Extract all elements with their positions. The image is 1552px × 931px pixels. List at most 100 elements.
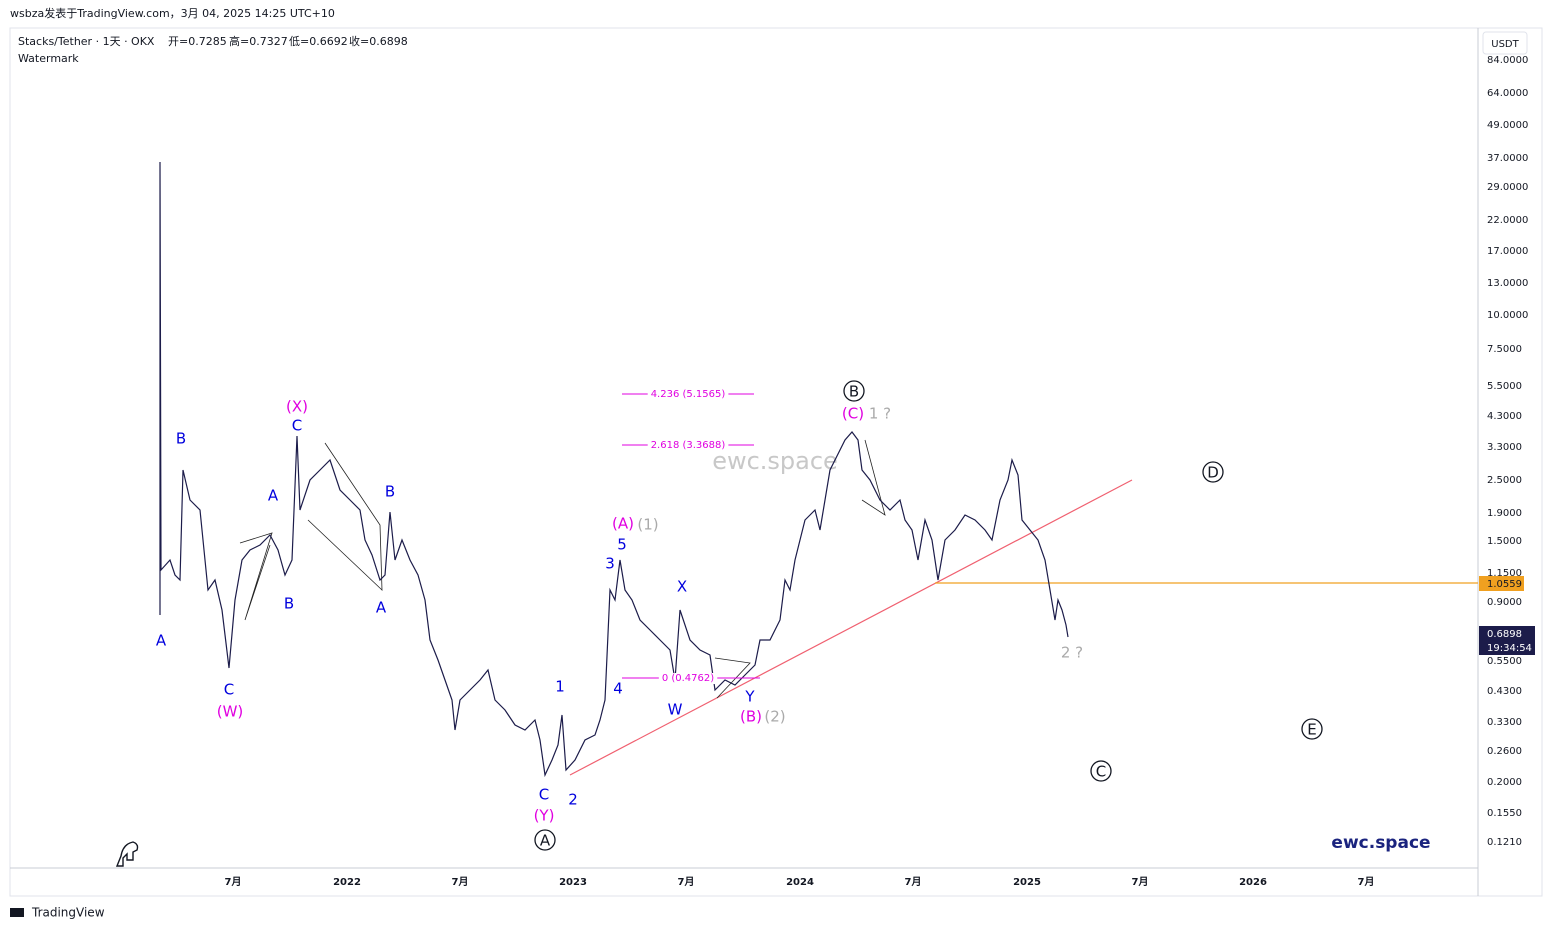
fib-label: 0 (0.4762) <box>662 673 714 684</box>
wave-label: A <box>540 832 551 850</box>
price-label: 10.0000 <box>1487 310 1528 321</box>
price-label: 5.5000 <box>1487 381 1522 392</box>
price-label: 22.0000 <box>1487 215 1528 226</box>
time-label: 2023 <box>559 877 587 888</box>
time-label: 7月 <box>452 876 469 888</box>
ohlc-value: 低=0.6692 <box>289 35 348 48</box>
ohlc-value: 高=0.7327 <box>229 34 288 48</box>
time-label: 2026 <box>1239 877 1267 888</box>
ohlc-value: 收=0.6898 <box>349 34 408 48</box>
wave-label: B <box>176 430 186 448</box>
attribution: wsbza发表于TradingView.com，3月 04, 2025 14:2… <box>10 6 335 20</box>
triangle-drawing <box>861 439 886 516</box>
tv-logo-icon <box>115 841 139 867</box>
price-label: 17.0000 <box>1487 246 1528 257</box>
price-label: 0.5500 <box>1487 656 1522 667</box>
triangle-drawing <box>714 657 751 699</box>
wave-label: E <box>1307 721 1316 739</box>
wave-label: 2 ? <box>1061 644 1083 662</box>
brand: ewc.space <box>1331 833 1430 853</box>
fib-label-bg <box>658 673 718 684</box>
wave-label: (B) <box>740 708 762 726</box>
price-label: 1.1500 <box>1487 568 1522 579</box>
price-label: 0.1550 <box>1487 808 1522 819</box>
footer: TradingView <box>31 906 105 920</box>
price-label: 29.0000 <box>1487 182 1528 193</box>
price-label: 13.0000 <box>1487 278 1528 289</box>
price-label: 0.9000 <box>1487 597 1522 608</box>
ohlc-value: 开=0.7285 <box>168 35 227 48</box>
wave-label: W <box>668 701 683 719</box>
wave-label: 5 <box>617 536 627 554</box>
price-label: 2.5000 <box>1487 475 1522 486</box>
time-label: 7月 <box>905 876 922 888</box>
trend-line <box>569 479 1133 776</box>
wave-label: (W) <box>217 703 244 721</box>
time-label: 7月 <box>225 876 242 888</box>
price-label: 84.0000 <box>1487 55 1528 66</box>
wave-label: (A) <box>612 515 634 533</box>
price-label: 7.5000 <box>1487 344 1522 355</box>
wave-label: 1 <box>555 678 565 696</box>
time-label: 7月 <box>1132 876 1149 888</box>
countdown: 19:34:54 <box>1487 643 1532 654</box>
wave-label: A <box>376 599 387 617</box>
level-label: 1.0559 <box>1487 579 1522 590</box>
fib-label: 2.618 (3.3688) <box>651 440 726 451</box>
price-line <box>159 161 1069 778</box>
currency[interactable]: USDT <box>1491 39 1519 50</box>
wave-label: 1 ? <box>869 405 891 423</box>
wave-circle <box>1301 718 1323 740</box>
time-label: 7月 <box>678 876 695 888</box>
wave-label: 2 <box>568 791 578 809</box>
wave-circle <box>534 829 556 851</box>
price-label: 0.3300 <box>1487 717 1522 728</box>
wave-label: A <box>268 487 279 505</box>
price-label: 37.0000 <box>1487 153 1528 164</box>
wave-label: C <box>1096 763 1106 781</box>
time-label: 2024 <box>786 877 814 888</box>
wave-circle <box>1202 461 1224 483</box>
wave-label: X <box>677 578 687 596</box>
wave-circle <box>1090 760 1112 782</box>
fib-label-bg <box>647 440 729 451</box>
wave-label: (X) <box>286 398 308 416</box>
price-label: 1.5000 <box>1487 536 1522 547</box>
time-label: 2022 <box>333 877 361 888</box>
fib-label: 4.236 (5.1565) <box>651 389 726 400</box>
time-label: 2025 <box>1013 877 1041 888</box>
wave-label: Y <box>744 688 755 706</box>
price-label: 3.3000 <box>1487 442 1522 453</box>
currency-button[interactable] <box>1482 31 1528 55</box>
price-label: 0.2000 <box>1487 777 1522 788</box>
symbol: Stacks/Tether · 1天 · OKX <box>18 35 155 48</box>
triangle-drawing <box>307 442 383 591</box>
wave-circle <box>843 380 865 402</box>
wave-label: 3 <box>605 555 615 573</box>
wave-label: (C) <box>842 405 864 423</box>
indicator: Watermark <box>18 52 79 65</box>
triangle-drawing <box>239 532 273 621</box>
price-label: 0.1210 <box>1487 837 1522 848</box>
chart-frame <box>9 27 1543 897</box>
fib-label-bg <box>647 389 729 400</box>
wave-label: 4 <box>613 680 623 698</box>
wave-label: A <box>156 632 167 650</box>
watermark: ewc.space <box>712 447 838 475</box>
time-label: 7月 <box>1358 876 1375 888</box>
last-price: 0.6898 <box>1487 629 1522 640</box>
wave-label: (Y) <box>534 807 555 825</box>
footer-logo-icon <box>10 908 24 917</box>
price-label: 49.0000 <box>1487 120 1528 131</box>
price-label: 1.9000 <box>1487 508 1522 519</box>
wave-label: D <box>1207 464 1219 482</box>
wave-label: B <box>284 595 294 613</box>
wave-label: (1) <box>637 516 658 534</box>
level-tag <box>1479 576 1524 591</box>
price-label: 0.4300 <box>1487 686 1522 697</box>
wave-label: B <box>849 383 859 401</box>
wave-label: (2) <box>764 708 785 726</box>
wave-label: C <box>224 681 234 699</box>
